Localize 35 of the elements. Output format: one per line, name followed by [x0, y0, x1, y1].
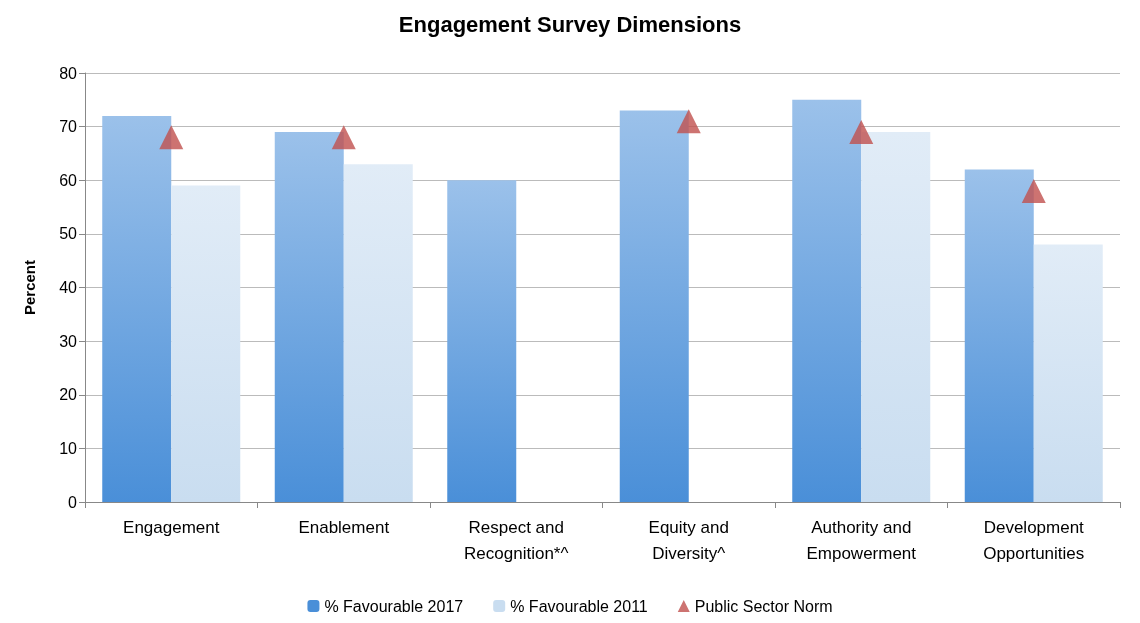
bar [274, 131, 344, 502]
bar [1033, 244, 1103, 502]
y-tick-label: 30 [59, 332, 78, 350]
point [676, 109, 701, 134]
point [849, 119, 874, 144]
y-tick-label: 50 [59, 225, 78, 243]
y-tick-label: 40 [59, 279, 78, 296]
y-axis-title: Percent [21, 259, 38, 316]
point [1021, 178, 1046, 203]
bar [792, 99, 862, 502]
bar [861, 131, 931, 502]
point [159, 125, 184, 150]
legend-label: % Favourable 2017 [324, 597, 464, 615]
y-tick-label: 20 [59, 386, 78, 404]
legend-label: % Favourable 2011 [510, 597, 648, 615]
x-tick-label: Equity and Diversity^ [648, 517, 729, 563]
bar [343, 164, 413, 502]
bar [619, 110, 689, 502]
point [331, 125, 356, 150]
x-tick-label: Respect and Recognition*^ [464, 517, 569, 563]
chart-title: Engagement Survey Dimensions [398, 11, 742, 37]
x-tick-label: Engagement [123, 517, 220, 537]
y-tick-label: 80 [59, 64, 78, 82]
bar [964, 169, 1034, 502]
y-tick-label: 60 [59, 171, 78, 189]
bar [102, 115, 172, 502]
x-tick-label: Enablement [298, 517, 390, 537]
y-tick-label: 70 [59, 118, 78, 136]
y-tick-label: 0 [68, 493, 78, 511]
y-tick-label: 10 [59, 439, 78, 457]
bar [447, 180, 517, 502]
bar [171, 185, 241, 502]
x-tick-label: Development Opportunities [983, 517, 1085, 563]
legend-label: Public Sector Norm [694, 597, 833, 615]
x-tick-label: Authority and Empowerment [806, 517, 917, 563]
